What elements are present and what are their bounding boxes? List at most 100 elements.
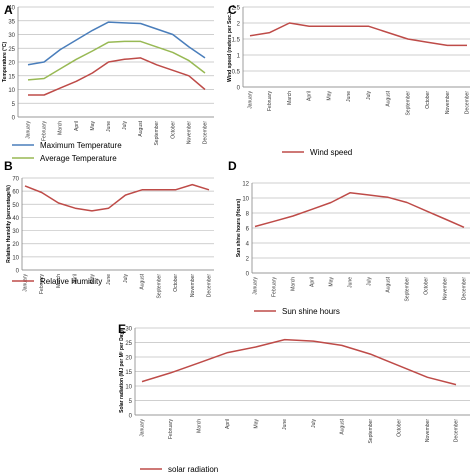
y-tick-label: 1 — [237, 54, 241, 60]
y-tick-label: 60 — [12, 190, 19, 196]
y-tick-label: 6 — [246, 227, 250, 233]
x-tick-label: June — [348, 277, 354, 288]
x-tick-label: February — [267, 91, 273, 112]
x-tick-label: August — [339, 418, 345, 434]
x-tick-label: February — [42, 121, 48, 142]
x-tick-label: March — [197, 419, 203, 433]
legend-label: Sun shine hours — [282, 307, 340, 316]
x-tick-label: August — [386, 276, 392, 292]
y-tick-label: 0 — [237, 86, 241, 92]
x-tick-label: June — [346, 91, 352, 102]
y-tick-label: 0 — [12, 116, 16, 122]
panel-label: D — [228, 159, 237, 173]
y-tick-label: 20 — [8, 61, 15, 67]
y-tick-label: 35 — [8, 19, 15, 25]
y-tick-label: 20 — [125, 356, 132, 362]
y-tick-label: 0 — [246, 272, 250, 278]
panel-label: C — [228, 3, 237, 17]
x-tick-label: May — [90, 121, 96, 131]
y-tick-label: 4 — [246, 242, 250, 248]
y-tick-label: 0 — [129, 414, 133, 420]
y-axis-title: Temperature (°C) — [2, 42, 8, 83]
x-tick-label: September — [154, 121, 160, 146]
legend-label: Wind speed — [310, 148, 352, 157]
x-tick-label: August — [140, 273, 146, 289]
x-tick-label: September — [405, 277, 411, 302]
x-tick-label: April — [73, 274, 79, 284]
x-tick-label: January — [248, 91, 254, 109]
legend-label: solar radiation — [168, 465, 218, 474]
y-tick-label: 5 — [129, 399, 133, 405]
x-tick-label: November — [443, 277, 449, 300]
x-tick-label: October — [425, 91, 431, 109]
x-tick-label: November — [186, 121, 192, 144]
x-tick-label: September — [368, 419, 374, 444]
x-tick-label: April — [225, 419, 231, 429]
x-tick-label: January — [140, 419, 146, 437]
x-tick-label: June — [106, 121, 112, 132]
y-tick-label: 1.5 — [232, 38, 241, 44]
y-axis-title: Relative Humidity (percentage%) — [6, 185, 12, 263]
series-line-min-temperature — [28, 57, 206, 96]
y-tick-label: 15 — [8, 74, 15, 80]
panel-label: B — [4, 159, 13, 173]
y-tick-label: 10 — [242, 197, 249, 203]
series-line-sun-shine-hours — [254, 192, 465, 228]
y-tick-label: 30 — [12, 229, 19, 235]
y-tick-label: 25 — [125, 341, 132, 347]
x-tick-label: December — [203, 121, 209, 144]
y-tick-label: 40 — [8, 6, 15, 12]
x-tick-label: December — [454, 419, 460, 442]
y-axis-title: Wind speed (meters per Sec.) — [227, 12, 233, 82]
x-tick-label: April — [307, 91, 313, 101]
y-tick-label: 10 — [125, 385, 132, 391]
y-tick-label: 0 — [16, 269, 20, 275]
y-tick-label: 70 — [12, 177, 19, 183]
x-tick-label: November — [445, 91, 451, 114]
x-tick-label: November — [190, 274, 196, 297]
y-tick-label: 10 — [12, 255, 19, 261]
x-tick-label: September — [156, 274, 162, 299]
x-tick-label: October — [396, 419, 402, 437]
x-tick-label: March — [291, 277, 297, 291]
x-tick-label: February — [168, 419, 174, 440]
x-tick-label: February — [272, 277, 278, 298]
y-tick-label: 0.5 — [232, 70, 241, 76]
y-tick-label: 2 — [246, 257, 250, 263]
y-tick-label: 12 — [242, 182, 249, 188]
y-tick-label: 50 — [12, 203, 19, 209]
x-tick-label: May — [326, 91, 332, 101]
x-tick-label: January — [23, 274, 29, 292]
legend-label: Maximum Temperature — [40, 141, 122, 150]
x-tick-label: July — [122, 121, 128, 130]
x-tick-label: September — [405, 91, 411, 116]
y-axis-title: Sun shine hours (Hours) — [236, 199, 242, 258]
y-tick-label: 5 — [12, 102, 16, 108]
series-line-maximum-temperature — [27, 21, 206, 66]
y-tick-label: 15 — [125, 370, 132, 376]
x-tick-label: May — [254, 419, 260, 429]
x-tick-label: October — [173, 274, 179, 292]
x-tick-label: July — [367, 277, 373, 286]
x-tick-label: May — [329, 277, 335, 287]
y-tick-label: 10 — [8, 88, 15, 94]
x-tick-label: December — [207, 274, 213, 297]
x-tick-label: March — [287, 91, 293, 105]
x-tick-label: July — [311, 419, 317, 428]
x-tick-label: July — [366, 91, 372, 100]
x-tick-label: August — [138, 120, 144, 136]
y-tick-label: 2 — [237, 22, 241, 28]
series-line-wind-speed — [249, 22, 467, 47]
x-tick-label: November — [425, 419, 431, 442]
x-tick-label: July — [123, 274, 129, 283]
x-tick-label: December — [465, 91, 471, 114]
y-axis-title: Solar radiation (MJ per M² per Day) — [119, 330, 125, 413]
legend-label: Relative Humidity — [40, 277, 102, 286]
x-tick-label: April — [310, 277, 316, 287]
y-tick-label: 40 — [12, 216, 19, 222]
chart-panel-a: A 0 5 10 15 20 25 30 35 40 Temperature (°C) January… — [2, 3, 214, 163]
